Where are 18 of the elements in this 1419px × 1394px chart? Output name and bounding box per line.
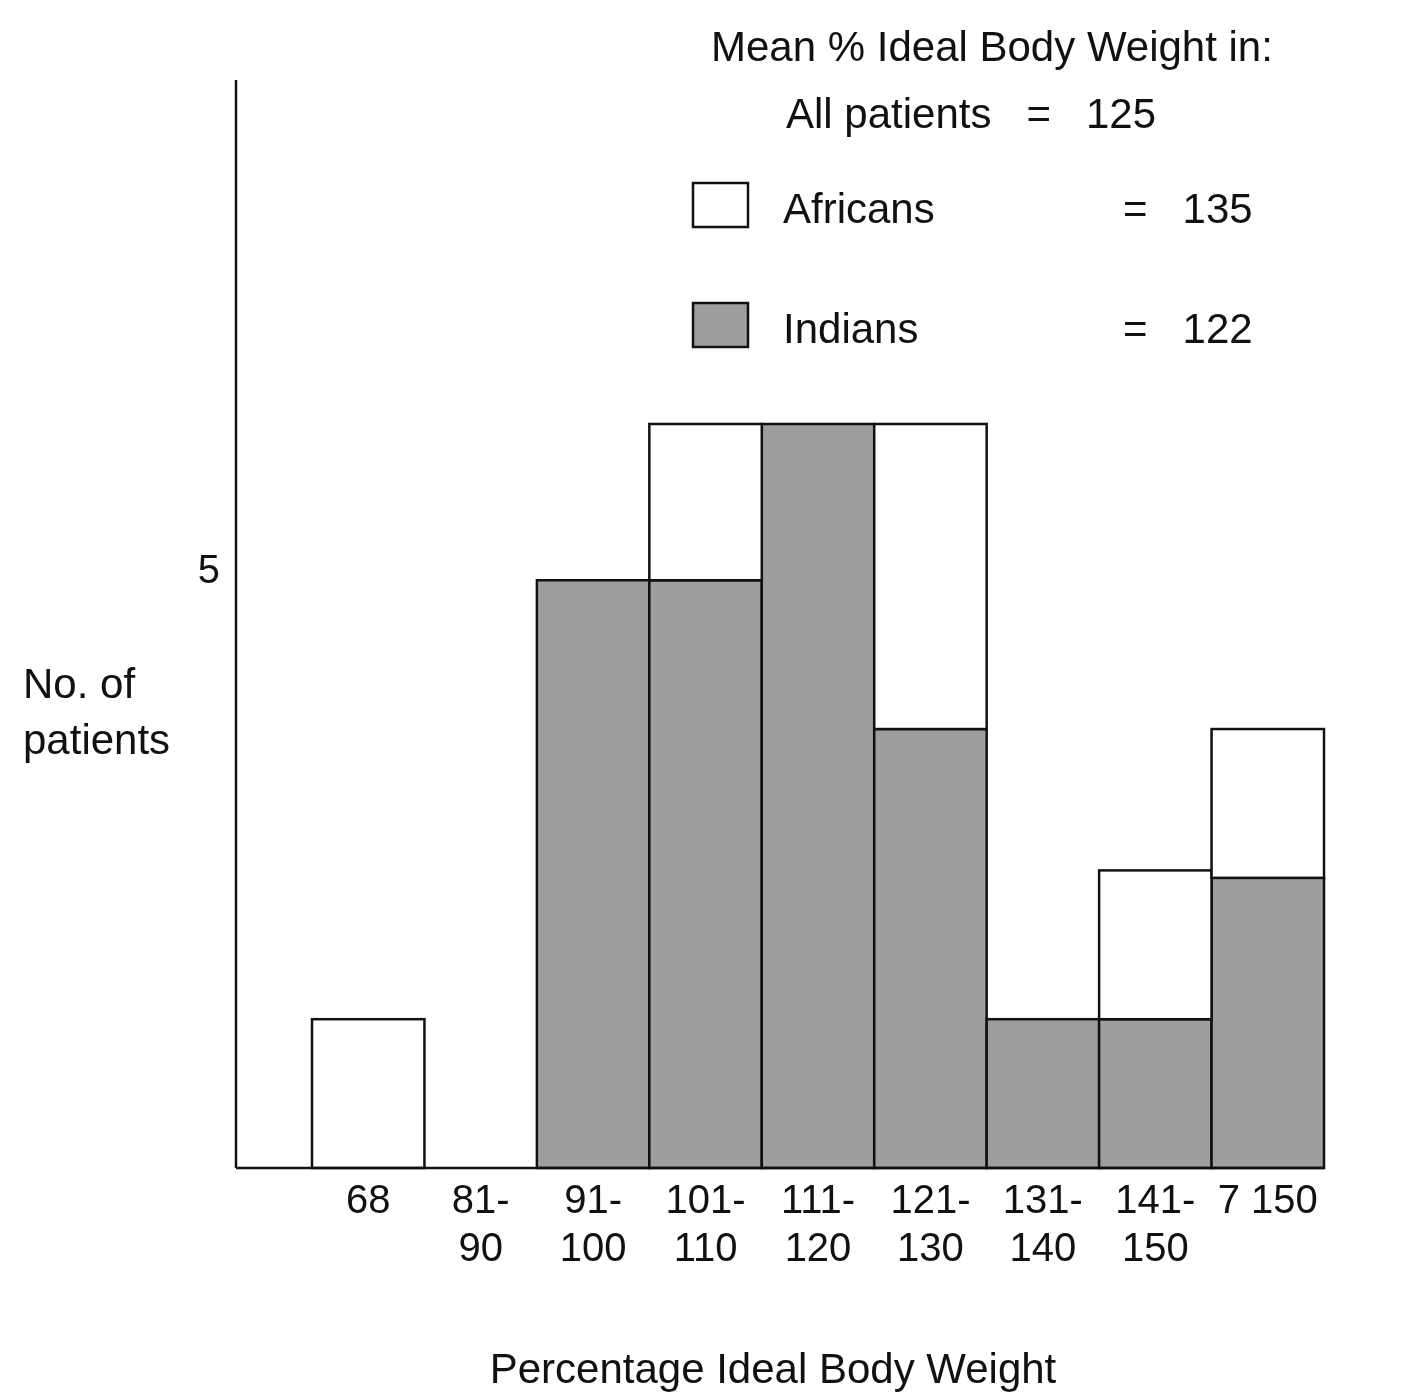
text: 5 xyxy=(197,547,220,591)
x-axis-title: Percentage Ideal Body Weight xyxy=(489,1345,1057,1392)
x-tick-label: 91- 100 xyxy=(559,1177,627,1269)
x-tick-label: 121- 130 xyxy=(890,1177,971,1269)
text: = 135 xyxy=(1123,185,1253,232)
x-tick-label: 7 150 xyxy=(1217,1177,1318,1221)
x-tick-label: 101- 110 xyxy=(665,1177,746,1269)
x-tick-label: 111- 120 xyxy=(780,1177,856,1269)
text: = 122 xyxy=(1123,305,1253,352)
x-tick-label: 131- 140 xyxy=(1002,1177,1083,1269)
legend-title: Mean % Ideal Body Weight in: xyxy=(711,23,1273,70)
y-axis-title: No. of patients xyxy=(23,660,171,763)
x-tick-label: 68 xyxy=(345,1177,391,1221)
legend-label: Africans xyxy=(783,185,935,232)
text: All patients = 125 xyxy=(786,90,1157,137)
legend-label: Indians xyxy=(783,305,919,352)
x-tick-label: 81- 90 xyxy=(451,1177,510,1269)
x-tick-label: 141- 150 xyxy=(1115,1177,1196,1269)
